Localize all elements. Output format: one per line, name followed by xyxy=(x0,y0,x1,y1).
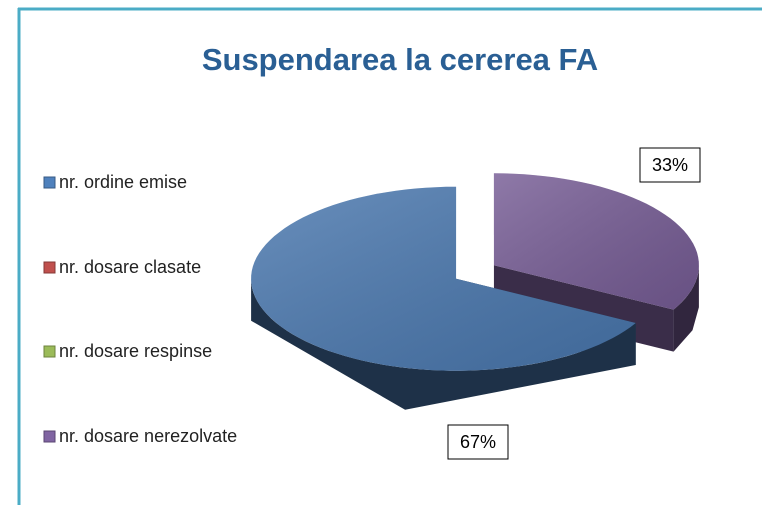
data-label-box xyxy=(639,147,701,183)
legend-swatch xyxy=(43,345,56,358)
slice-side xyxy=(251,278,636,410)
legend-swatch xyxy=(43,430,56,443)
slice-side xyxy=(673,265,699,352)
legend-label: nr. dosare nerezolvate xyxy=(59,426,237,446)
chart-title: Suspendarea la cererea FA xyxy=(202,42,598,77)
data-label: 67% xyxy=(460,432,496,452)
legend-label: nr. dosare clasate xyxy=(59,257,201,277)
slice-shine xyxy=(251,186,636,371)
data-label-box xyxy=(447,424,509,460)
legend-label: nr. ordine emise xyxy=(59,172,187,192)
legend-swatch xyxy=(43,261,56,274)
legend-label: nr. dosare respinse xyxy=(59,341,212,361)
legend-swatch xyxy=(43,176,56,189)
slice-shine xyxy=(493,173,699,310)
data-label: 33% xyxy=(652,155,688,175)
